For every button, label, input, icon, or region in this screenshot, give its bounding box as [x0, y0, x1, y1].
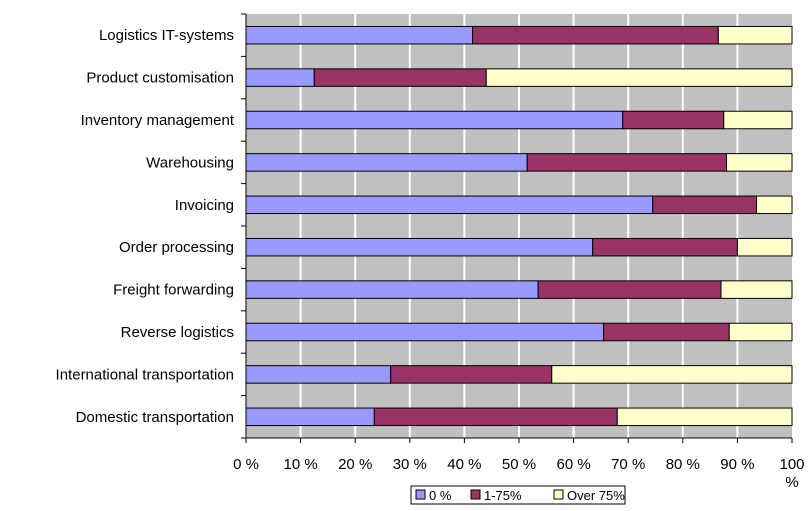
legend-swatch — [470, 489, 481, 500]
bar-segment — [592, 237, 738, 257]
x-tick-label: 80 % — [666, 456, 700, 473]
x-tick-labels: 0 % 10 % 20 % 30 % 40 % 50 % 60 % 70 % 80 % 90 % 1… — [233, 456, 804, 491]
category-label: Product customisation — [86, 70, 234, 87]
category-label: Freight forwarding — [113, 282, 234, 299]
bar-segment — [245, 153, 528, 172]
bar-segment — [245, 322, 605, 342]
bar-segment — [717, 25, 793, 45]
bar-segment — [245, 237, 594, 257]
bar-segment — [725, 153, 793, 172]
bar-segment — [723, 110, 793, 130]
x-tick-label: 20 % — [338, 456, 372, 473]
bar-segment — [373, 407, 618, 427]
category-label: Warehousing — [146, 154, 234, 171]
x-tick-label: 70 % — [611, 456, 645, 473]
bar-segment — [736, 237, 793, 257]
bar-segment — [245, 280, 539, 299]
x-tick-label: 10 % — [283, 456, 317, 473]
x-tick-label: 30 % — [393, 456, 427, 473]
legend-box — [410, 485, 626, 505]
bar-segment — [245, 195, 654, 215]
legend-swatch — [415, 489, 426, 500]
bar-segment — [551, 365, 793, 384]
bar-segment — [616, 407, 793, 427]
x-tick-label: 50 % — [502, 456, 536, 473]
legend-label: 0 % — [429, 488, 452, 503]
bar-segment — [720, 280, 793, 299]
legend-label: 1-75% — [484, 488, 522, 503]
bar-segment — [245, 365, 392, 384]
legend-label: Over 75% — [567, 488, 625, 503]
bar-segment — [485, 68, 793, 87]
bar-segment — [756, 195, 793, 215]
bar-segment — [313, 68, 487, 87]
category-label: Reverse logistics — [121, 324, 234, 341]
bar-segment — [622, 110, 725, 130]
x-tick-label: 90 % — [720, 456, 754, 473]
x-tick-label: 100% — [779, 456, 804, 491]
bar-segment — [472, 25, 719, 45]
bar-segment — [603, 322, 730, 342]
category-label: Domestic transportation — [76, 409, 234, 426]
category-labels: Logistics IT-systems Product customisatio… — [56, 27, 235, 426]
bar-segment — [245, 407, 375, 427]
x-tick-label: 60 % — [556, 456, 590, 473]
category-label: International transportation — [56, 366, 234, 383]
category-label: Inventory management — [81, 112, 235, 129]
x-tick-label: 40 % — [447, 456, 481, 473]
legend: 0 % 1-75% Over 75% — [410, 485, 626, 505]
bar-segment — [526, 153, 727, 172]
bar-segment — [245, 25, 474, 45]
bar-segment — [390, 365, 553, 384]
legend-swatch — [553, 489, 564, 500]
category-label: Logistics IT-systems — [99, 27, 234, 44]
bar-segment — [245, 110, 624, 130]
category-label: Order processing — [119, 239, 234, 256]
bar-segment — [245, 68, 315, 87]
bar-segment — [728, 322, 793, 342]
bar-segment — [652, 195, 758, 215]
category-label: Invoicing — [175, 197, 234, 214]
bar-segment — [537, 280, 722, 299]
plot-area — [241, 13, 793, 443]
x-tick-label: 0 % — [233, 456, 259, 473]
